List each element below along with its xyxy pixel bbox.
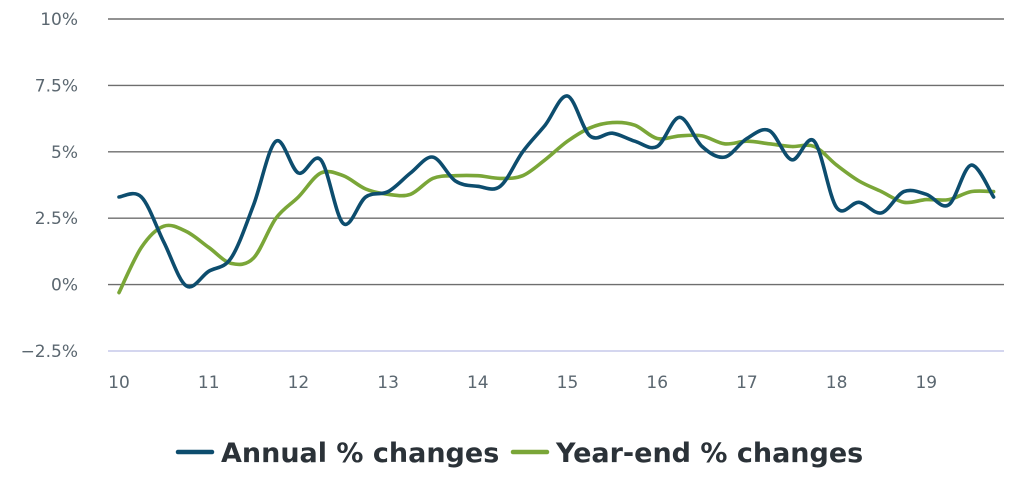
y-tick-label: 10%	[40, 10, 78, 30]
series-line-annual	[117, 94, 996, 289]
y-tick-label: 5%	[51, 143, 78, 163]
y-tick-label: 2.5%	[35, 209, 78, 229]
legend: Annual % changes Year-end % changes	[175, 438, 863, 469]
x-tick-label: 19	[915, 373, 937, 393]
legend-item-year-end: Year-end % changes	[510, 438, 863, 469]
y-axis-tick-labels: 10% 7.5% 5% 2.5% 0% −2.5%	[21, 10, 78, 362]
x-tick-label: 14	[467, 373, 489, 393]
x-tick-label: 18	[826, 373, 848, 393]
y-tick-label: 7.5%	[35, 76, 78, 96]
legend-label-year-end: Year-end % changes	[555, 438, 863, 469]
legend-item-annual: Annual % changes	[175, 438, 499, 469]
y-tick-label: 0%	[51, 276, 78, 296]
y-tick-label: −2.5%	[21, 342, 78, 362]
x-tick-label: 17	[736, 373, 758, 393]
x-tick-label: 16	[646, 373, 668, 393]
series-line-year-end	[117, 120, 996, 295]
x-tick-label: 13	[377, 373, 399, 393]
series-lines	[117, 94, 996, 295]
x-tick-label: 10	[108, 373, 130, 393]
x-tick-label: 15	[557, 373, 579, 393]
legend-label-annual: Annual % changes	[221, 438, 499, 469]
x-tick-label: 12	[288, 373, 310, 393]
x-tick-label: 11	[198, 373, 220, 393]
x-axis-tick-labels: 10 11 12 13 14 15 16 17 18 19	[108, 373, 937, 393]
